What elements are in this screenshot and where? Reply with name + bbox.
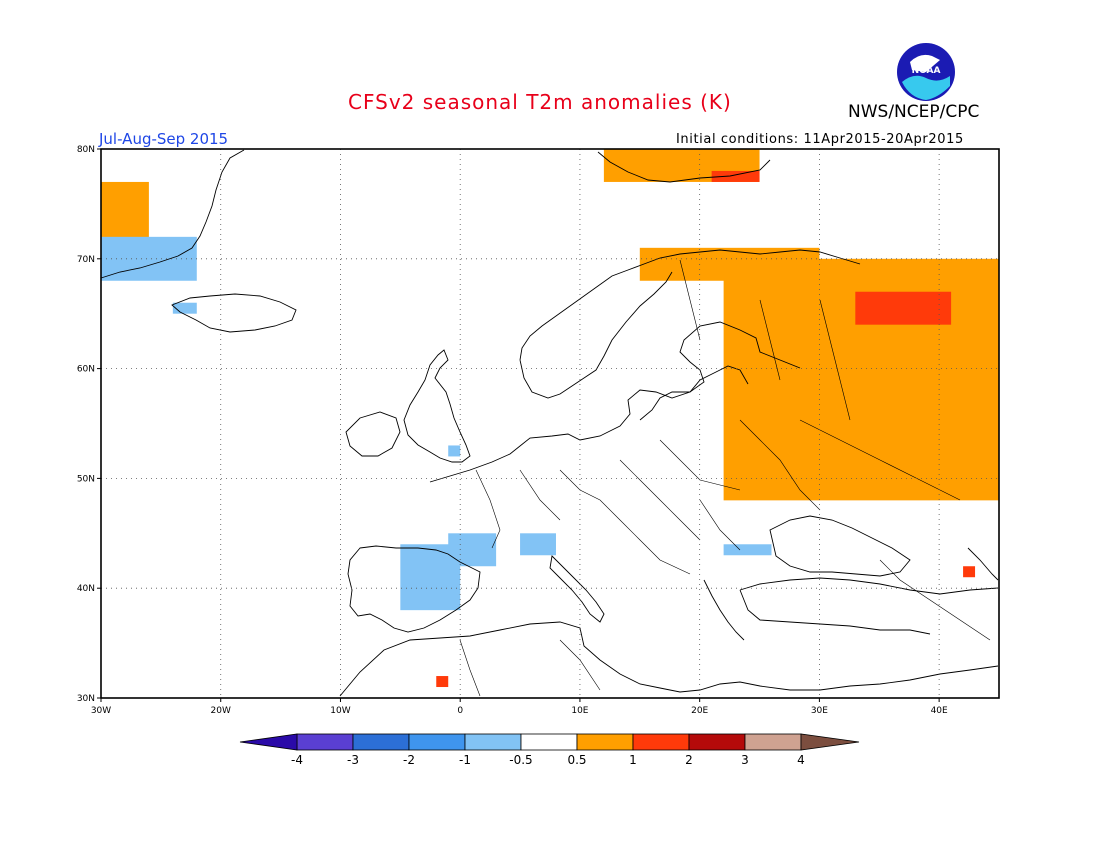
colorbar-label: 3 xyxy=(741,753,749,767)
colorbar-bin xyxy=(352,733,410,751)
coast-greenland xyxy=(100,149,245,279)
anomaly-patch-morocco-hot xyxy=(436,676,449,688)
organization-label: NWS/NCEP/CPC xyxy=(848,102,980,122)
tick-label-lon: 10W xyxy=(330,706,350,716)
anomaly-patch-pyrenees-cool xyxy=(448,533,497,567)
tick-label-lat: 40N xyxy=(77,584,95,594)
anomaly-patch-svalbard-hot xyxy=(711,170,760,182)
colorbar-label: 1 xyxy=(629,753,637,767)
anomaly-patch-caucasus-hot xyxy=(963,566,976,578)
logo-text: NOAA xyxy=(912,66,941,76)
coast-baltic xyxy=(639,365,749,421)
tick-label-lat: 30N xyxy=(77,694,95,704)
colorbar-bin xyxy=(296,733,354,751)
tick-label-lon: 20E xyxy=(691,706,708,716)
colorbar-label: -2 xyxy=(403,753,415,767)
colorbar-bin xyxy=(688,733,746,751)
coast-svalbard xyxy=(597,151,771,183)
anomaly-patch-kola-hot xyxy=(855,291,952,325)
coast-turkey xyxy=(739,577,999,635)
colorbar-bin xyxy=(520,733,578,751)
colorbar-label: 4 xyxy=(797,753,805,767)
colorbar-low-arrow xyxy=(239,733,298,751)
colorbar-label: -1 xyxy=(459,753,471,767)
tick-label-lon: 10E xyxy=(571,706,588,716)
coast-greece xyxy=(703,579,745,641)
coast-great-britain xyxy=(403,349,471,463)
initial-conditions-label: Initial conditions: 11Apr2015-20Apr2015 xyxy=(676,132,964,147)
tick-label-lat: 70N xyxy=(77,255,95,265)
anomaly-patches xyxy=(101,149,999,688)
coast-north-africa xyxy=(339,621,999,697)
coast-caspian xyxy=(967,547,999,581)
tick-label-lat: 60N xyxy=(77,365,95,375)
colorbar-label: -0.5 xyxy=(509,753,532,767)
tick-label-lat: 50N xyxy=(77,474,95,484)
chart-title: CFSv2 seasonal T2m anomalies (K) xyxy=(348,90,732,114)
coast-scandinavia xyxy=(519,249,861,399)
tick-label-lon: 0 xyxy=(457,706,463,716)
colorbar-label: -3 xyxy=(347,753,359,767)
anomaly-patch-alps-cool xyxy=(520,533,556,556)
tick-label-lon: 30E xyxy=(811,706,828,716)
anomaly-patch-bulgaria-cool xyxy=(723,544,772,556)
coast-iberia xyxy=(347,545,481,633)
tick-label-lat: 80N xyxy=(77,145,95,155)
colorbar-bin xyxy=(744,733,802,751)
noaa-logo-icon: NOAA xyxy=(897,43,955,101)
colorbar-high-arrow xyxy=(800,733,860,751)
tick-label-lon: 20W xyxy=(211,706,231,716)
anomaly-patch-iceland-cool xyxy=(172,302,197,314)
colorbar-bin xyxy=(632,733,690,751)
coast-italy xyxy=(549,555,605,623)
colorbar-bin xyxy=(408,733,466,751)
colorbar-bin xyxy=(464,733,522,751)
colorbar-label: 0.5 xyxy=(567,753,586,767)
coast-europe xyxy=(429,321,801,483)
coast-iceland xyxy=(171,293,297,333)
colorbar-label: 2 xyxy=(685,753,693,767)
coast-ireland xyxy=(345,411,401,457)
axis-ticks: 30W 20W 10W 0 10E 20E 30E 40E 30N 40N 50N 60N 70N 80N xyxy=(77,145,948,716)
anomaly-patch-england-cool xyxy=(448,445,461,457)
coastlines xyxy=(100,149,999,697)
period-label: Jul-Aug-Sep 2015 xyxy=(99,130,229,148)
colorbar-bin xyxy=(576,733,634,751)
coast-black-sea xyxy=(769,515,911,577)
tick-label-lon: 40E xyxy=(931,706,948,716)
colorbar-label: -4 xyxy=(291,753,303,767)
tick-label-lon: 30W xyxy=(91,706,111,716)
map-frame xyxy=(100,148,1000,699)
